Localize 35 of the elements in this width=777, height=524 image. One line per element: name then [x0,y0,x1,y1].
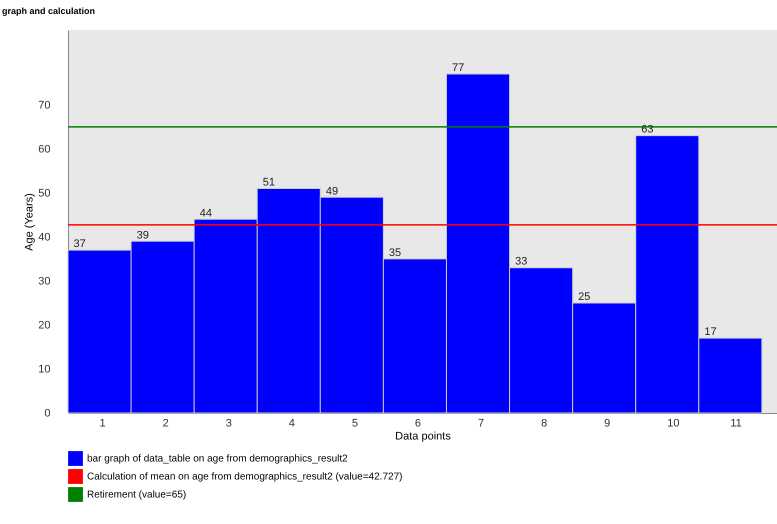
data-label: 44 [200,207,212,220]
data-label: 39 [136,229,149,242]
y-tick-label: 10 [38,363,50,376]
x-tick-label: 5 [352,418,358,430]
y-tick-label: 20 [38,319,50,332]
y-tick-label: 70 [38,99,50,112]
y-tick-label: 30 [38,275,50,288]
data-label: 51 [262,176,276,188]
x-tick-label: 1 [100,418,106,430]
y-tick-label: 50 [38,187,50,200]
chart-title: graph and calculation [2,6,96,16]
legend-label: Retirement (value=65) [87,490,186,500]
legend-label: Calculation of mean on age from demographics_result2 (value=42.727) [87,472,402,482]
data-label: 35 [388,246,402,259]
data-label: 25 [578,290,590,303]
legend-label: bar graph of data_table on age from demographics_result2 [87,454,348,464]
data-label: 77 [452,62,464,74]
x-tick-label: 6 [414,418,422,430]
x-tick-label: 7 [478,418,484,430]
data-label: 33 [515,256,528,268]
x-tick-label: 9 [604,418,610,430]
y-tick-label: 60 [38,143,50,156]
y-axis-title: Age (Years) [23,193,36,251]
x-tick-label: 10 [667,418,680,430]
x-tick-label: 11 [730,418,742,430]
x-tick-label: 2 [162,418,169,430]
y-tick-label: 40 [38,231,50,244]
y-tick-label: 0 [44,408,50,420]
x-tick-label: 8 [541,418,548,430]
x-tick-label: 4 [288,418,295,430]
data-label: 37 [74,238,86,250]
data-label: 49 [326,185,338,198]
data-label: 17 [704,326,717,338]
x-axis-title: Data points [395,430,452,442]
x-tick-label: 3 [226,418,232,430]
